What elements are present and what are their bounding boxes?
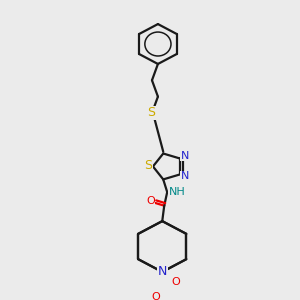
Text: O: O bbox=[151, 292, 160, 300]
Text: NH: NH bbox=[169, 187, 185, 197]
Text: N: N bbox=[181, 151, 189, 161]
Text: S: S bbox=[147, 106, 155, 119]
Text: O: O bbox=[172, 277, 181, 287]
Text: N: N bbox=[181, 171, 189, 181]
Text: N: N bbox=[158, 266, 167, 278]
Text: O: O bbox=[146, 196, 155, 206]
Text: S: S bbox=[144, 159, 152, 172]
